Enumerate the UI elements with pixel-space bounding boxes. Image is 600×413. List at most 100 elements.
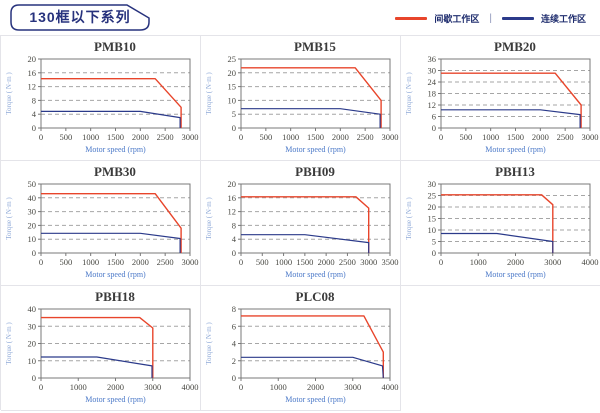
y-tick-label: 0 <box>32 373 36 383</box>
y-tick-label: 50 <box>28 179 37 189</box>
x-tick-label: 500 <box>459 132 472 142</box>
x-tick-label: 3000 <box>344 382 361 392</box>
empty-cell <box>401 286 600 411</box>
badge-outline <box>10 4 150 31</box>
intermittent-zone-line <box>441 194 554 253</box>
y-tick-label: 25 <box>428 191 437 201</box>
y-tick-label: 25 <box>228 54 237 64</box>
x-tick-label: 500 <box>256 257 269 267</box>
intermittent-zone-line <box>241 315 385 378</box>
y-tick-label: 0 <box>232 373 236 383</box>
x-tick-label: 0 <box>239 257 243 267</box>
y-tick-label: 16 <box>228 193 237 203</box>
x-axis-label: Motor speed (rpm) <box>485 145 546 154</box>
x-axis-label: Motor speed (rpm) <box>85 270 146 279</box>
x-tick-label: 1000 <box>82 132 99 142</box>
y-tick-label: 12 <box>228 207 237 217</box>
x-tick-label: 1500 <box>507 132 524 142</box>
x-tick-label: 1500 <box>107 257 124 267</box>
y-tick-label: 15 <box>228 82 237 92</box>
y-tick-label: 20 <box>28 54 37 64</box>
y-tick-label: 18 <box>428 89 437 99</box>
y-tick-label: 0 <box>232 248 236 258</box>
x-tick-label: 3000 <box>182 257 199 267</box>
x-tick-label: 0 <box>439 257 443 267</box>
x-tick-label: 2500 <box>339 257 356 267</box>
x-tick-label: 3000 <box>182 132 199 142</box>
x-axis-label: Motor speed (rpm) <box>85 395 146 404</box>
continuous-zone-line <box>41 110 181 128</box>
legend-separator: | <box>489 12 492 24</box>
y-tick-label: 20 <box>428 202 437 212</box>
page-header: 130框以下系列 间歇工作区 | 连续工作区 <box>0 0 600 35</box>
y-tick-label: 10 <box>228 95 237 105</box>
y-tick-label: 4 <box>232 234 237 244</box>
plot-border <box>240 58 391 129</box>
legend-item-continuous: 连续工作区 <box>501 12 586 25</box>
chart-cell-pbh09: PBH09 0 4 8 12 16 20 0 500 1000 1500 2000 2500 3000 35… <box>201 161 401 286</box>
x-tick-label: 0 <box>39 257 43 267</box>
y-axis-label: Torque ( N·m ) <box>205 322 213 365</box>
y-tick-label: 0 <box>432 248 436 258</box>
x-tick-label: 0 <box>39 382 43 392</box>
page-title: 130框以下系列 <box>29 9 131 25</box>
chart-title: PMB15 <box>294 39 336 54</box>
x-tick-label: 500 <box>59 132 72 142</box>
y-axis-label: Torque ( N·m ) <box>405 197 413 240</box>
y-tick-label: 2 <box>232 356 236 366</box>
x-axis-label: Motor speed (rpm) <box>285 270 346 279</box>
chart-cell-pmb15: PMB15 0 5 10 15 20 25 0 500 1000 1500 2000 2500 3000 M… <box>201 36 401 161</box>
legend-label: 间歇工作区 <box>434 13 480 24</box>
intermittent-zone-swatch <box>395 16 428 20</box>
x-tick-label: 2000 <box>532 132 549 142</box>
x-tick-label: 1000 <box>470 257 487 267</box>
charts-grid: PMB10 0 4 8 12 16 20 0 500 1000 1500 2000 2500 3000 Mo… <box>0 35 600 411</box>
intermittent-zone-line <box>241 196 370 253</box>
x-tick-label: 3000 <box>382 132 399 142</box>
y-axis-label: Torque ( N·m ) <box>5 322 13 365</box>
x-tick-label: 2000 <box>132 257 149 267</box>
chart-cell-pmb20: PMB20 0 6 12 18 24 30 36 0 500 1000 1500 2000 2500 300… <box>401 36 600 161</box>
y-tick-label: 20 <box>28 220 37 230</box>
chart-cell-pmb10: PMB10 0 4 8 12 16 20 0 500 1000 1500 2000 2500 3000 Mo… <box>1 36 201 161</box>
intermittent-zone-line <box>441 72 582 128</box>
x-tick-label: 1500 <box>307 132 324 142</box>
plot-border <box>40 58 191 129</box>
y-tick-label: 12 <box>28 82 37 92</box>
chart-plot: 0 2 4 6 8 0 1000 2000 3000 4000 Motor speed (rpm) T… <box>205 304 399 404</box>
x-axis-label: Motor speed (rpm) <box>85 145 146 154</box>
x-tick-label: 2000 <box>332 132 349 142</box>
chart-title: PLC08 <box>295 289 335 304</box>
x-tick-label: 4000 <box>582 257 599 267</box>
y-tick-label: 4 <box>232 339 237 349</box>
y-axis-label: Torque ( N·m ) <box>205 197 213 240</box>
y-tick-label: 30 <box>28 207 37 217</box>
x-axis-label: Motor speed (rpm) <box>285 395 346 404</box>
x-axis-label: Motor speed (rpm) <box>285 145 346 154</box>
x-tick-label: 1500 <box>296 257 313 267</box>
y-tick-label: 6 <box>432 112 436 122</box>
x-tick-label: 1500 <box>107 132 124 142</box>
x-tick-label: 3000 <box>144 382 161 392</box>
continuous-zone-line <box>241 356 384 379</box>
y-tick-label: 24 <box>428 77 437 87</box>
y-tick-label: 8 <box>32 95 36 105</box>
x-tick-label: 4000 <box>382 382 399 392</box>
y-tick-label: 20 <box>228 179 237 189</box>
x-tick-label: 2500 <box>157 132 174 142</box>
plot-border <box>240 183 391 254</box>
x-tick-label: 3000 <box>582 132 599 142</box>
chart-legend: 间歇工作区 | 连续工作区 <box>395 8 586 28</box>
intermittent-zone-line <box>41 192 182 253</box>
y-tick-label: 0 <box>432 123 436 133</box>
legend-label: 连续工作区 <box>540 13 586 24</box>
y-tick-label: 10 <box>428 225 437 235</box>
chart-title: PMB20 <box>494 39 536 54</box>
continuous-zone-line <box>441 232 554 253</box>
chart-plot: 0 4 8 12 16 20 0 500 1000 1500 2000 2500 3000 3500 Mot… <box>205 179 399 279</box>
chart-title: PMB30 <box>94 164 136 179</box>
series-title-badge: 130框以下系列 <box>10 4 150 31</box>
